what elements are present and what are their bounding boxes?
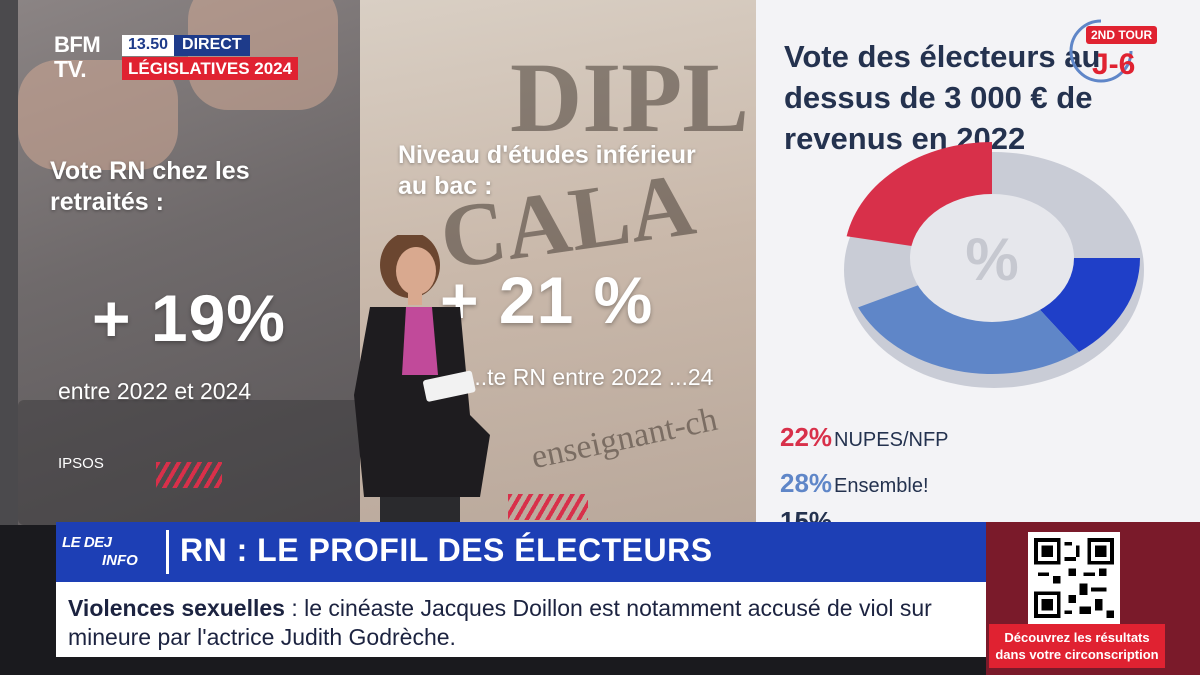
live-time-bar: 13.50 DIRECT bbox=[122, 35, 250, 56]
news-ticker: Violences sexuelles : le cinéaste Jacque… bbox=[56, 582, 986, 657]
qr-caption: Découvrez les résultats dans votre circo… bbox=[989, 624, 1165, 668]
qr-code-icon bbox=[1034, 538, 1114, 618]
live-label: DIRECT bbox=[174, 35, 250, 56]
source-label: IPSOS bbox=[58, 455, 104, 472]
percent-symbol: % bbox=[965, 226, 1018, 293]
presenter-top bbox=[402, 307, 438, 375]
legend-pct: 15% bbox=[780, 506, 833, 525]
qr-code[interactable] bbox=[1028, 532, 1120, 624]
panel-title: Vote RN chez les retraités : bbox=[50, 157, 250, 216]
left-edge-strip bbox=[0, 0, 18, 525]
countdown-ring-icon bbox=[1069, 19, 1133, 83]
panel-retirees: Vote RN chez les retraités : + 19% entre… bbox=[18, 0, 360, 525]
stat-value: + 21 % bbox=[440, 263, 654, 337]
hatch-decoration bbox=[156, 462, 222, 488]
presenter-face bbox=[396, 247, 436, 295]
legend-label: Ensemble! bbox=[834, 475, 929, 497]
countdown-badge: 2ND TOUR J-6 bbox=[1062, 12, 1162, 92]
presenter-jacket bbox=[354, 307, 490, 497]
days-left-label: J-6 bbox=[1092, 48, 1136, 81]
ticker-separator: : bbox=[284, 595, 305, 621]
show-logo: LE DEJ INFO bbox=[58, 530, 162, 574]
hatch-decoration bbox=[508, 494, 588, 520]
stat-subtitle: entre 2022 et 2024 bbox=[58, 378, 252, 404]
headline-separator bbox=[166, 530, 169, 574]
donut-hole bbox=[910, 194, 1074, 322]
legend-pct: 28% bbox=[780, 468, 833, 498]
panel-title: Niveau d'études inférieur au bac : bbox=[398, 141, 696, 200]
stat-subtitle: ...te RN entre 2022 ...24 bbox=[468, 364, 714, 390]
ticker-text: Violences sexuelles : le cinéaste Jacque… bbox=[68, 594, 978, 652]
presenter-neck bbox=[408, 291, 422, 305]
stat-value: + 19% bbox=[92, 281, 286, 355]
legend-pct: 22% bbox=[780, 422, 833, 452]
qr-panel: Découvrez les résultats dans votre circo… bbox=[986, 522, 1200, 675]
legend-item: 22% NUPES/NFP bbox=[780, 422, 949, 453]
logo-line: BFM bbox=[54, 32, 101, 57]
legend-label: NUPES/NFP bbox=[834, 429, 949, 451]
headline-banner: LE DEJ INFO RN : LE PROFIL DES ÉLECTEURS bbox=[56, 522, 986, 582]
panel-title: Vote des électeurs au dessus de 3 000 € … bbox=[784, 39, 1101, 156]
election-label: LÉGISLATIVES 2024 bbox=[122, 57, 299, 80]
diploma-script: enseignant-ch bbox=[528, 400, 721, 477]
clock-time: 13.50 bbox=[128, 36, 169, 53]
legend-item: 28% Ensemble! bbox=[780, 468, 929, 499]
diploma-watermark: DIPL bbox=[510, 42, 749, 153]
presenter-papers bbox=[423, 370, 476, 402]
panel-income-vote: Vote des électeurs au dessus de 3 000 € … bbox=[756, 0, 1200, 525]
show-logo-line: LE DEJ bbox=[62, 534, 112, 551]
ticker-topic: Violences sexuelles bbox=[68, 595, 285, 621]
channel-logo: BFM TV. bbox=[54, 33, 118, 83]
ticker-body: le cinéaste Jacques Doillon est notammen… bbox=[68, 595, 932, 650]
show-logo-line: INFO bbox=[102, 552, 138, 569]
legend-item: 15% bbox=[780, 506, 834, 525]
headline-text: RN : LE PROFIL DES ÉLECTEURS bbox=[180, 532, 713, 568]
round-label: 2ND TOUR bbox=[1086, 26, 1158, 44]
presenter-figure bbox=[354, 235, 490, 535]
donut-chart: % bbox=[844, 142, 1144, 388]
logo-line: TV. bbox=[54, 56, 87, 82]
